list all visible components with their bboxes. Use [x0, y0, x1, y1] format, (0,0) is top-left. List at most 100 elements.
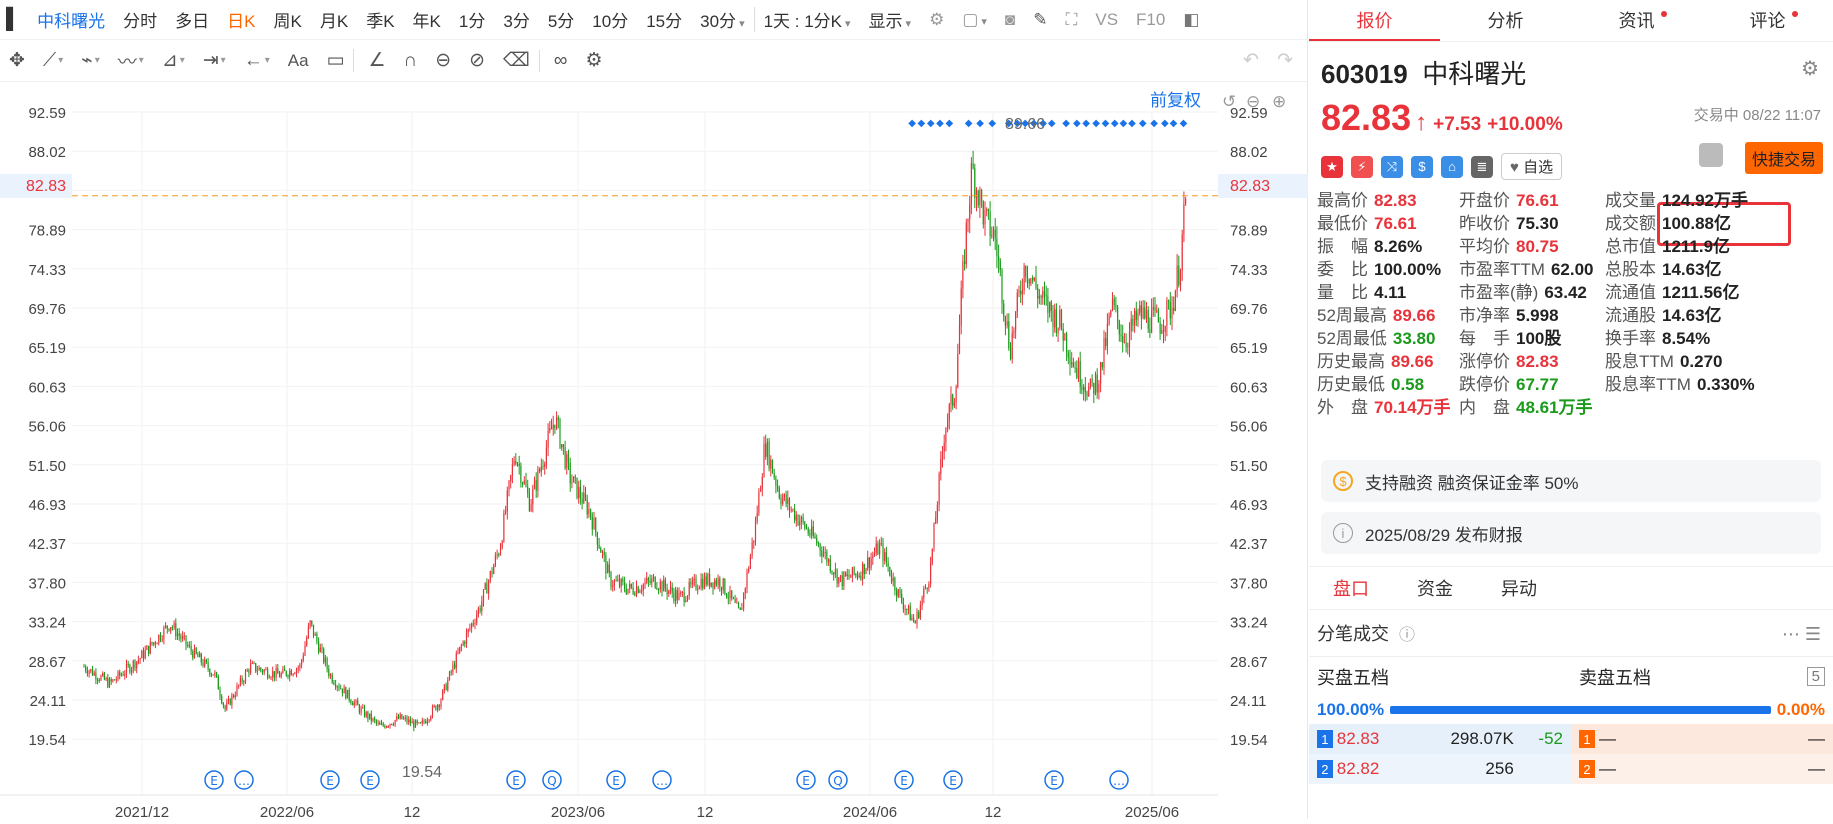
candle-body: [1118, 320, 1120, 335]
quick-trade-button[interactable]: 快捷交易: [1744, 142, 1823, 174]
period-dropdown[interactable]: 30分 ▾: [691, 7, 753, 32]
period-tab[interactable]: 10分: [592, 12, 629, 31]
kline-svg[interactable]: 92.59 88.02 82.83 78.89 74.33 69.76 65.19 60.63…: [0, 82, 1308, 821]
zoom-in-icon[interactable]: ⊕: [1272, 92, 1286, 112]
order-row[interactable]: 1 82.83 298.07K -52 1 — —: [1309, 724, 1833, 754]
measure-icon[interactable]: ⇥ ▾: [202, 50, 226, 71]
earnings-event-icon[interactable]: E: [943, 770, 963, 790]
candle-body: [1021, 290, 1023, 295]
trash-icon[interactable]: ⌫: [503, 50, 530, 71]
period-tab[interactable]: 年K: [412, 12, 441, 31]
camera-icon[interactable]: ◙: [1004, 9, 1016, 29]
tag-icon[interactable]: ⌂: [1441, 155, 1463, 178]
earnings-event-icon[interactable]: E: [796, 770, 816, 790]
earnings-event-icon[interactable]: E: [606, 770, 626, 790]
candle-body: [1074, 367, 1076, 369]
zoom-out-icon[interactable]: ⊖: [1246, 92, 1260, 112]
undo-icon[interactable]: ↶: [1243, 50, 1260, 71]
earnings-event-icon[interactable]: E: [506, 770, 526, 790]
candle-body: [474, 623, 476, 625]
wave-icon[interactable]: 〰 ▾: [117, 52, 144, 73]
arrow-icon[interactable]: ← ▾: [243, 49, 270, 71]
more-events-icon[interactable]: …: [652, 770, 672, 790]
report-info[interactable]: i 2025/08/29 发布财报: [1321, 512, 1821, 554]
earnings-event-icon[interactable]: E: [360, 770, 380, 790]
crosshair-move-icon[interactable]: ✥: [9, 50, 25, 71]
more-icon[interactable]: ⋯ ☰: [1781, 624, 1821, 644]
period-tab[interactable]: 周K: [273, 12, 302, 31]
period-tab[interactable]: 月K: [319, 12, 349, 31]
tab-comments[interactable]: 评论: [1702, 0, 1833, 41]
gear-icon[interactable]: ⚙: [585, 50, 603, 71]
earnings-event-icon[interactable]: E: [320, 770, 340, 790]
price-tick-left: 92.59: [28, 105, 66, 122]
period-tab[interactable]: 5分: [547, 12, 575, 31]
margin-info[interactable]: $ 支持融资 融资保证金率 50%: [1321, 460, 1821, 502]
notes-icon[interactable]: ≣: [1471, 155, 1493, 178]
earnings-event-icon[interactable]: E: [1044, 770, 1064, 790]
bell-icon[interactable]: [1699, 143, 1723, 167]
pencil-icon[interactable]: ✎: [1033, 9, 1048, 29]
candle-body: [233, 695, 235, 698]
settings-icon[interactable]: ⚙: [929, 9, 945, 29]
trend-line-icon[interactable]: ⟋ ▾: [42, 49, 64, 71]
reset-icon[interactable]: ↺: [1222, 92, 1236, 112]
tab-news[interactable]: 资讯: [1571, 0, 1702, 41]
candle-body: [105, 678, 107, 680]
quarterly-event-icon[interactable]: Q: [542, 770, 562, 790]
period-tab[interactable]: 1分: [458, 12, 486, 31]
magnet-icon[interactable]: ∩: [403, 49, 418, 71]
period-tab[interactable]: 3分: [503, 12, 530, 31]
polyline-icon[interactable]: ⌁ ▾: [81, 50, 100, 71]
period-tab[interactable]: 15分: [646, 12, 683, 31]
levels-count-button[interactable]: 5: [1806, 667, 1825, 686]
period-tab-active[interactable]: 日K: [227, 12, 256, 31]
dollar-icon[interactable]: $: [1411, 155, 1433, 178]
text-icon[interactable]: Aa: [287, 50, 309, 70]
comment-icon[interactable]: ▭: [326, 50, 345, 71]
china-flag-icon[interactable]: ★: [1321, 155, 1343, 178]
period-tab[interactable]: 分时: [123, 12, 158, 31]
panel-toggle-icon[interactable]: ◧: [1183, 9, 1200, 29]
earnings-event-icon[interactable]: E: [894, 770, 914, 790]
tab-pankou[interactable]: 盘口: [1333, 579, 1369, 599]
shuffle-icon[interactable]: ⤨: [1381, 155, 1403, 178]
favorite-button[interactable]: ♥ 自选: [1501, 153, 1563, 180]
candle-body: [136, 661, 138, 669]
sidebar-toggle-icon[interactable]: ▌: [6, 8, 21, 30]
settings-icon[interactable]: ⚙: [1801, 58, 1819, 80]
period-tab[interactable]: 季K: [366, 12, 395, 31]
vs-button[interactable]: VS: [1095, 9, 1119, 29]
earnings-event-icon[interactable]: E: [204, 770, 224, 790]
brush-icon[interactable]: ∠: [353, 49, 394, 72]
lock-icon[interactable]: ⊖: [435, 50, 452, 71]
tab-quote[interactable]: 报价: [1309, 0, 1440, 41]
redo-icon[interactable]: ↷: [1277, 50, 1293, 71]
info-icon[interactable]: ⓘ: [1399, 627, 1416, 644]
candle-body: [141, 650, 143, 659]
f10-button[interactable]: F10: [1136, 9, 1166, 29]
link-icon[interactable]: ∞: [538, 49, 577, 72]
tab-analysis[interactable]: 分析: [1440, 0, 1571, 41]
quarterly-event-icon[interactable]: Q: [828, 770, 848, 790]
candle-body: [187, 645, 189, 647]
order-row[interactable]: 2 82.82 256 2 — —: [1309, 754, 1833, 784]
restore-right-button[interactable]: 前复权: [1150, 91, 1201, 110]
kline-chart[interactable]: 92.59 88.02 82.83 78.89 74.33 69.76 65.19 60.63…: [0, 82, 1308, 821]
more-events-icon[interactable]: …: [234, 770, 254, 790]
stock-name-tab[interactable]: 中科曙光: [37, 12, 106, 31]
tab-abnormal[interactable]: 异动: [1501, 579, 1537, 599]
candle-body: [251, 662, 253, 664]
more-events-icon[interactable]: …: [1109, 770, 1129, 790]
tab-fund[interactable]: 资金: [1417, 579, 1453, 599]
flash-icon[interactable]: ⚡: [1351, 155, 1373, 178]
display-dropdown[interactable]: 显示 ▾: [860, 7, 921, 32]
period-tab[interactable]: 多日: [175, 12, 210, 31]
candle-body: [795, 515, 797, 521]
fullscreen-icon[interactable]: ⛶: [1065, 9, 1078, 29]
fib-icon[interactable]: ⊿ ▾: [161, 50, 185, 71]
candle-body: [1050, 301, 1052, 311]
hide-icon[interactable]: ⊘: [469, 50, 486, 71]
box-select-icon[interactable]: ▢ ▾: [962, 9, 987, 29]
interval-dropdown[interactable]: 1天 : 1分K ▾: [753, 7, 860, 32]
